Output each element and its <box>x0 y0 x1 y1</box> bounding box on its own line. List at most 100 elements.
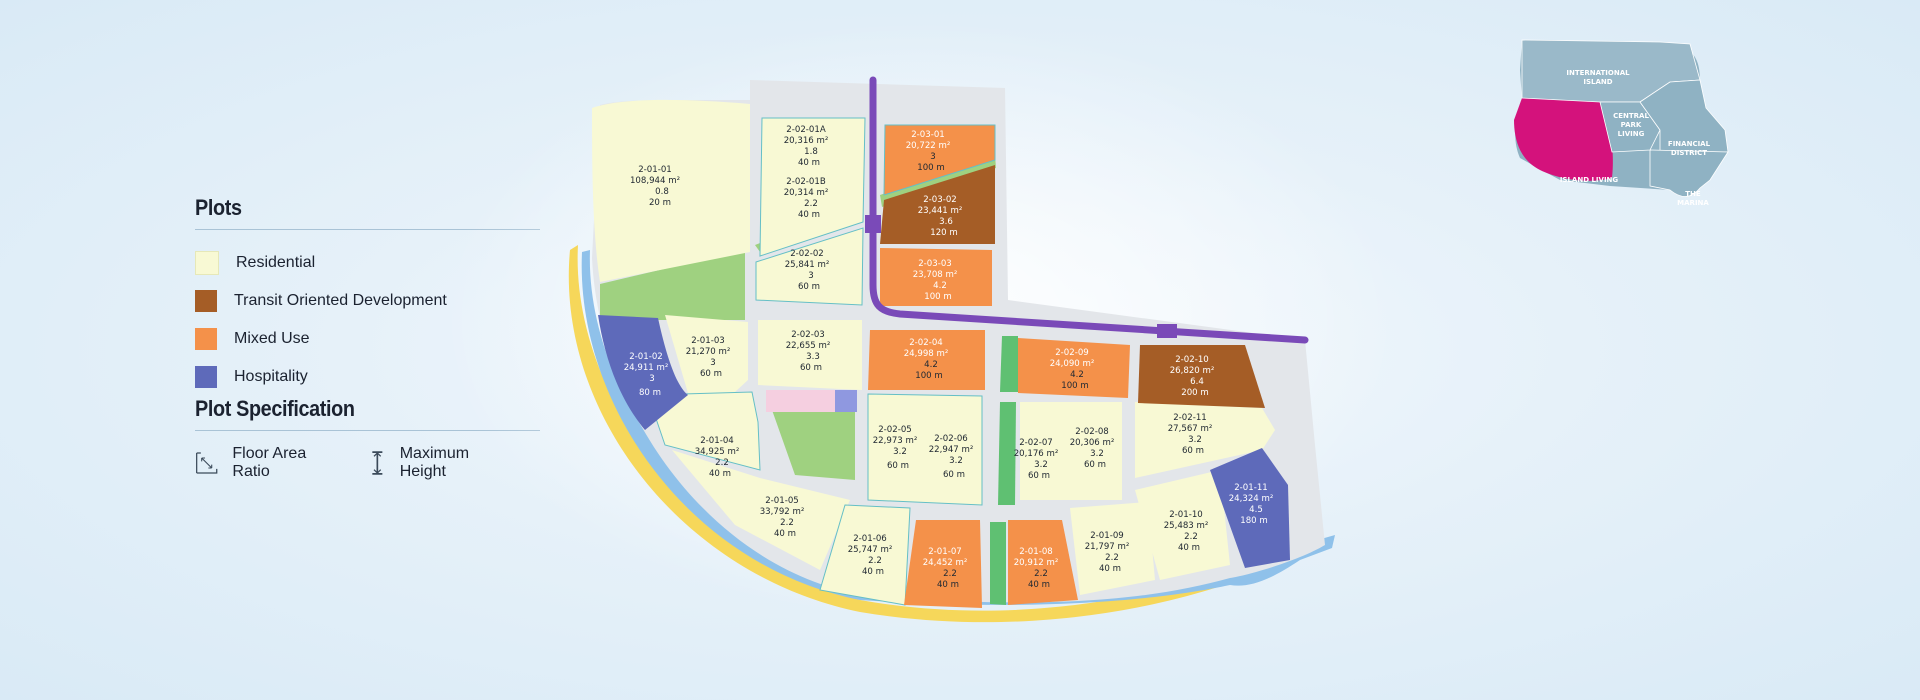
plot-2-03-01[interactable] <box>883 124 996 196</box>
plot-area: 24,324 m² <box>1229 494 1274 504</box>
plot-id: 2-01-04 <box>700 436 734 446</box>
plot-2-01-10[interactable] <box>1135 470 1230 580</box>
plot-area: 20,722 m² <box>906 141 951 151</box>
plot-2-01-08[interactable] <box>1008 520 1078 605</box>
plot-far: 3.3 <box>806 352 820 362</box>
far-spec: Floor Area Ratio <box>195 445 329 481</box>
plot-id: 2-02-03 <box>791 330 825 340</box>
plot-height: 100 m <box>924 292 952 302</box>
plot-area: 108,944 m² <box>630 176 680 186</box>
plot-area: 21,270 m² <box>686 347 731 357</box>
plot-id: 2-02-01A <box>786 125 826 135</box>
plot-far: 3.6 <box>939 217 953 227</box>
plot-2-01-11[interactable] <box>1210 448 1290 568</box>
plot-id: 2-02-06 <box>934 434 968 444</box>
plot-2-01-01[interactable] <box>592 99 750 283</box>
plot-far: 4.2 <box>1070 370 1084 380</box>
plot-area: 23,708 m² <box>913 270 958 280</box>
plot-far: 3.2 <box>949 456 963 466</box>
inset-label: ISLAND LIVING <box>1560 176 1619 184</box>
plot-id: 2-01-08 <box>1019 547 1053 557</box>
plot-area: 20,316 m² <box>784 136 829 146</box>
plot-2-02-09[interactable] <box>1018 338 1130 398</box>
plot-2-01-03[interactable] <box>665 315 748 400</box>
plot-far: 2.2 <box>715 458 729 468</box>
plot-height: 60 m <box>1028 471 1050 481</box>
plot-2-01-04[interactable] <box>647 391 761 471</box>
park <box>772 410 855 480</box>
floor-area-ratio-icon <box>196 452 218 474</box>
plot-area: 25,841 m² <box>785 260 830 270</box>
plot-area: 24,998 m² <box>904 349 949 359</box>
inset-label: PARK <box>1621 121 1642 129</box>
plot-height: 100 m <box>915 371 943 381</box>
plot-far: 3.2 <box>1090 449 1104 459</box>
plot-2-02-05-06[interactable] <box>867 393 983 506</box>
plot-2-01-09[interactable] <box>1070 502 1155 595</box>
plot-far: 2.2 <box>868 556 882 566</box>
plot-height: 100 m <box>1061 381 1089 391</box>
inset-label: THE <box>1685 190 1701 198</box>
plot-far: 4.2 <box>933 281 947 291</box>
height-spec: Maximum Height <box>369 445 500 481</box>
plot-area: 24,911 m² <box>624 363 669 373</box>
plots-divider <box>195 229 540 230</box>
plot-area: 22,973 m² <box>873 436 918 446</box>
plot-spec-title: Plot Specification <box>195 396 355 421</box>
plot-height: 100 m <box>917 163 945 173</box>
plot-height: 40 m <box>937 580 959 590</box>
plot-2-02-11[interactable] <box>1135 402 1275 478</box>
metro-line <box>869 76 1309 344</box>
plot-id: 2-01-03 <box>691 336 725 346</box>
central-park-region[interactable] <box>1599 101 1661 153</box>
plot-far: 4.2 <box>924 360 938 370</box>
plot-2-02-04[interactable] <box>868 330 985 390</box>
plot-2-02-02[interactable] <box>755 227 864 306</box>
plot-far: 6.4 <box>1190 377 1204 387</box>
plot-2-01-02[interactable] <box>598 315 688 430</box>
plot-height: 40 m <box>709 469 731 479</box>
plot-id: 2-03-03 <box>918 259 952 269</box>
inset-label: CENTRAL <box>1613 112 1649 120</box>
plot-2-02-01[interactable] <box>759 117 866 257</box>
plot-2-01-05[interactable] <box>672 450 850 570</box>
plot-area: 24,452 m² <box>923 558 968 568</box>
plot-id: 2-01-01 <box>638 165 672 175</box>
plot-2-02-10[interactable] <box>1138 345 1265 408</box>
plot-height: 200 m <box>1181 388 1209 398</box>
plot-area: 33,792 m² <box>760 507 805 517</box>
marina-region[interactable] <box>1649 149 1729 197</box>
plot-height: 120 m <box>930 228 958 238</box>
plot-far: 2.2 <box>943 569 957 579</box>
plot-height: 40 m <box>1028 580 1050 590</box>
plot-id: 2-01-11 <box>1234 483 1268 493</box>
inset-key-map[interactable]: INTERNATIONAL ISLAND CENTRAL PARK LIVING… <box>1514 39 1729 207</box>
island-living-region[interactable] <box>1514 98 1613 181</box>
plot-height: 80 m <box>639 388 661 398</box>
plot-height: 40 m <box>798 210 820 220</box>
plot-2-01-07[interactable] <box>904 520 982 608</box>
inset-label: INTERNATIONAL <box>1566 69 1630 77</box>
plot-id: 2-02-08 <box>1075 427 1109 437</box>
plot-height: 40 m <box>1099 564 1121 574</box>
plot-2-02-03[interactable] <box>758 320 862 390</box>
metro-station <box>1157 324 1177 338</box>
plot-far: 1.8 <box>804 147 818 157</box>
plot-2-02-07-08[interactable] <box>1020 402 1122 500</box>
inset-label: DISTRICT <box>1671 149 1707 157</box>
maximum-height-icon <box>372 451 383 475</box>
plot-id: 2-02-09 <box>1055 348 1089 358</box>
plot-id: 2-03-01 <box>911 130 945 140</box>
plot-area: 20,176 m² <box>1014 449 1059 459</box>
plot-height: 60 m <box>943 470 965 480</box>
plot-id: 2-01-09 <box>1090 531 1124 541</box>
legend-item-mixed-use: Mixed Use <box>195 320 540 358</box>
plot-2-03-03[interactable] <box>880 248 992 306</box>
plot-area: 21,797 m² <box>1085 542 1130 552</box>
park-strip <box>990 522 1006 605</box>
residential-swatch <box>195 251 219 275</box>
legend-item-hospitality: Hospitality <box>195 358 540 396</box>
plot-height: 60 m <box>887 461 909 471</box>
mixed-use-swatch <box>195 328 217 350</box>
plot-2-03-02[interactable] <box>880 165 995 244</box>
